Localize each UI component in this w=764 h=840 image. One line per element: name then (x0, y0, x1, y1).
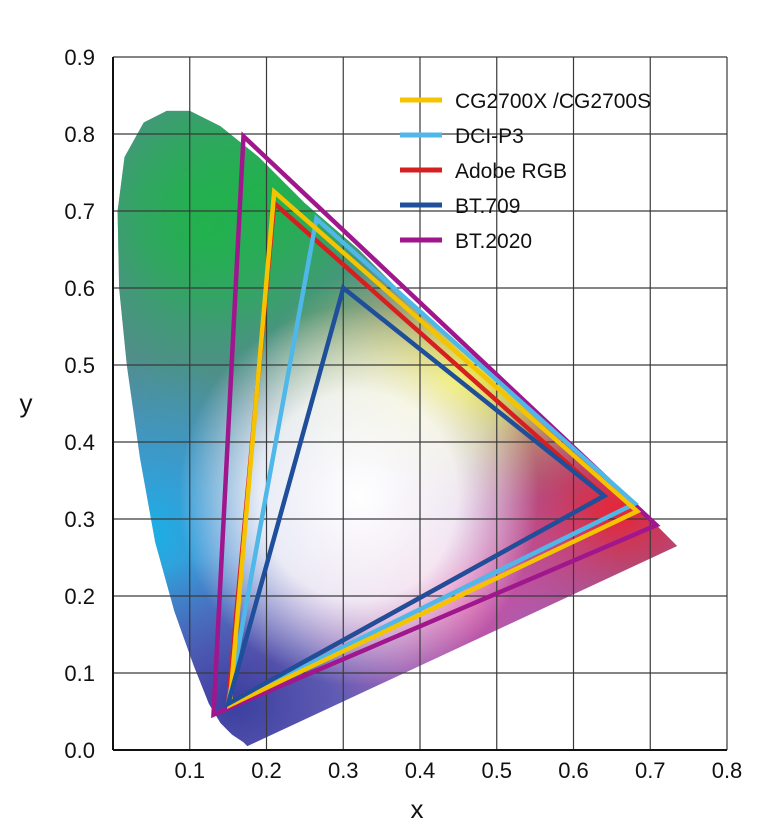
x-tick-label: 0.1 (174, 758, 205, 783)
legend-label: BT.2020 (455, 230, 532, 253)
x-tick-label: 0.2 (251, 758, 282, 783)
x-tick-label: 0.4 (405, 758, 436, 783)
y-tick-label: 0.5 (64, 353, 95, 378)
x-tick-label: 0.5 (481, 758, 512, 783)
y-tick-label: 0.8 (64, 122, 95, 147)
y-tick-label: 0.7 (64, 199, 95, 224)
x-tick-label: 0.8 (712, 758, 743, 783)
legend-label: CG2700X /CG2700S (455, 90, 651, 113)
gamut-triangle-cg2700x-cg2700s (227, 187, 642, 710)
y-axis-title: y (20, 388, 33, 418)
x-tick-label: 0.3 (328, 758, 359, 783)
y-tick-label: 0.0 (64, 738, 95, 763)
y-tick-label: 0.1 (64, 661, 95, 686)
legend-label: DCI-P3 (455, 125, 524, 148)
y-tick-label: 0.9 (64, 45, 95, 70)
x-axis-title: x (411, 794, 424, 824)
x-tick-label: 0.7 (635, 758, 666, 783)
legend-label: Adobe RGB (455, 160, 567, 183)
y-tick-label: 0.3 (64, 507, 95, 532)
y-tick-label: 0.2 (64, 584, 95, 609)
legend-label: BT.709 (455, 195, 520, 218)
gamut-triangle-bt-2020 (211, 131, 661, 719)
x-tick-label: 0.6 (558, 758, 589, 783)
gamut-triangle-bt-709 (224, 284, 609, 709)
y-tick-label: 0.6 (64, 276, 95, 301)
legend: CG2700X /CG2700S DCI-P3 Adobe RGB BT.709 BT.… (400, 90, 651, 253)
axes: 0.1 0.2 0.3 0.4 0.5 0.6 0.7 0.8 0.0 0.1 0.2 0.3 0.4 0… (20, 45, 743, 824)
y-tick-label: 0.4 (64, 430, 95, 455)
gamut-triangles (211, 131, 661, 719)
gamut-triangle-dci-p3 (225, 214, 639, 708)
